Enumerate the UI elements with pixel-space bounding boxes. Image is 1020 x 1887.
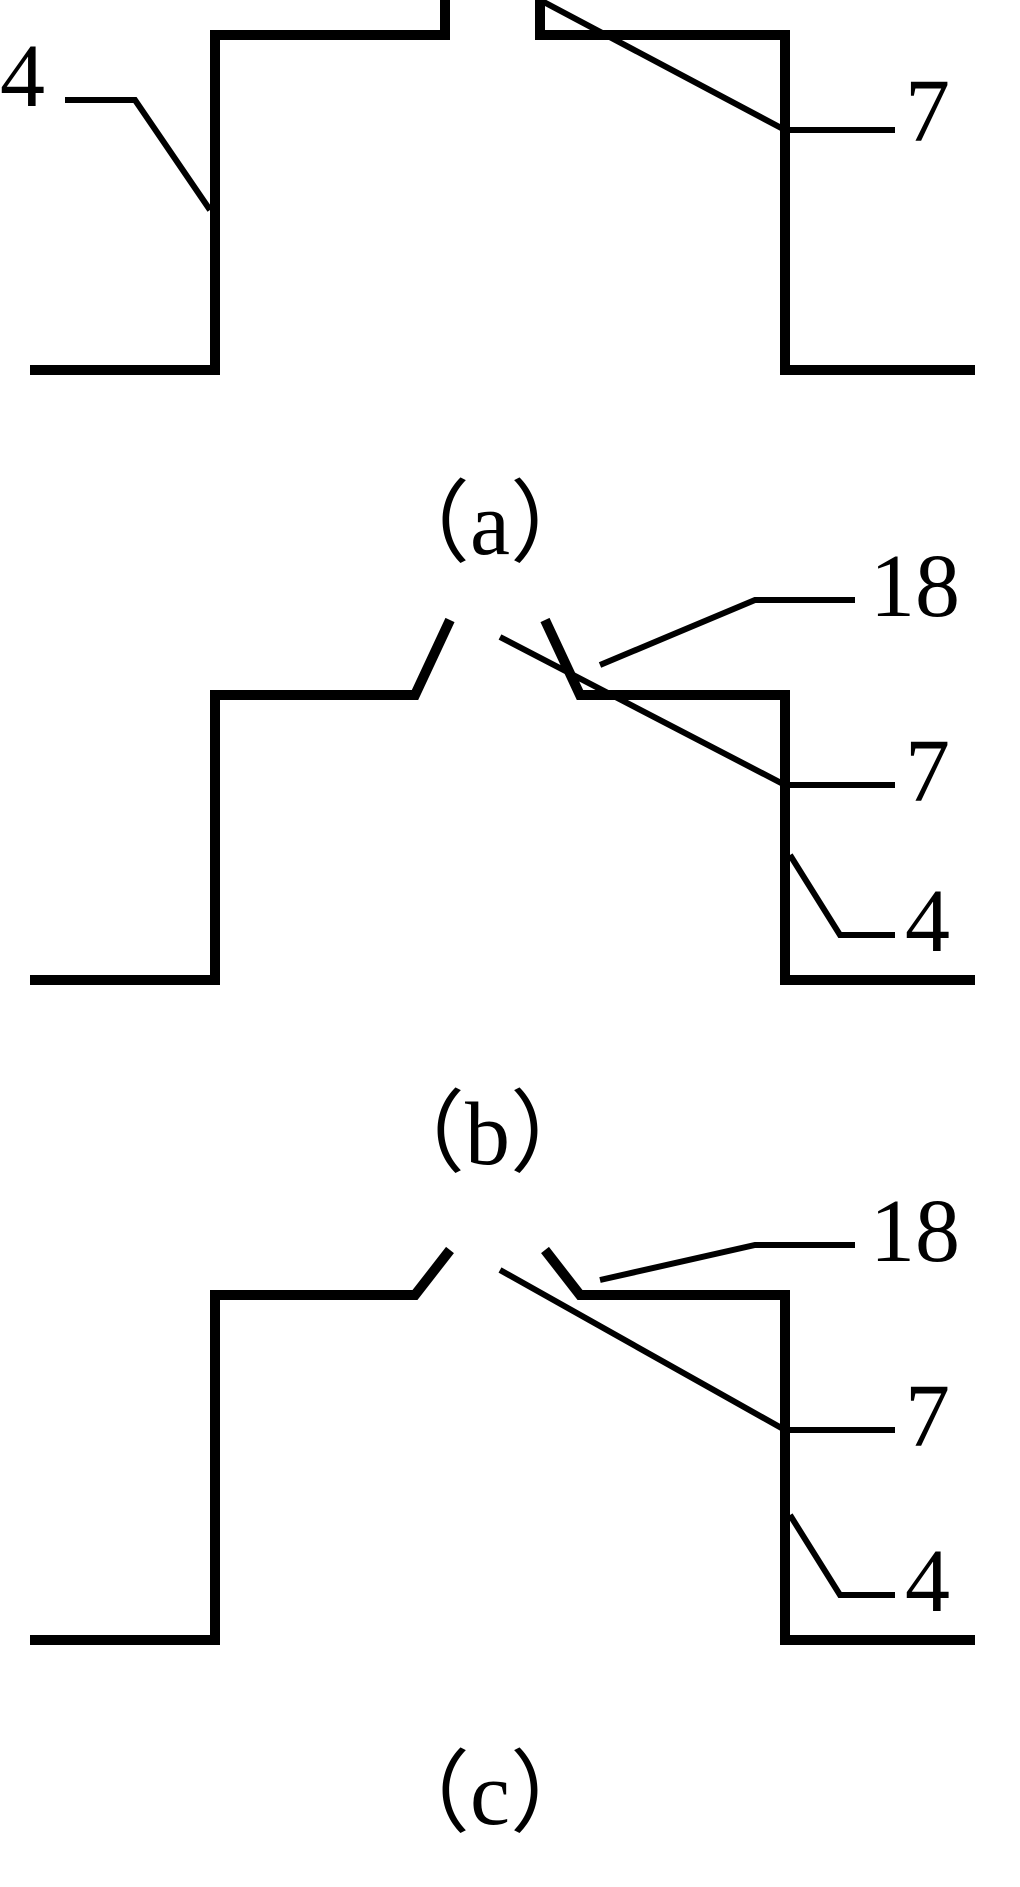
panel-label-c: （c） xyxy=(380,1720,600,1850)
leader-b-18 xyxy=(600,600,855,665)
leader-b-4 xyxy=(790,855,895,935)
callout-label-c-4: 4 xyxy=(905,1530,950,1633)
callout-label-a-4: 4 xyxy=(0,25,45,128)
leader-a-7 xyxy=(540,0,895,130)
leader-a-4 xyxy=(65,100,210,210)
panel-label-a: （a） xyxy=(380,450,600,580)
figure-root: 4 7 （a） 18 7 4 （b） 18 7 4 （c） xyxy=(0,0,1020,1887)
callout-label-c-18: 18 xyxy=(870,1180,960,1283)
callout-label-a-7: 7 xyxy=(905,60,950,163)
figure-svg xyxy=(0,0,1020,1887)
panel-label-b: （b） xyxy=(375,1060,600,1190)
callout-label-c-7: 7 xyxy=(905,1365,950,1468)
callout-label-b-18: 18 xyxy=(870,535,960,638)
panel-a-outline xyxy=(30,0,975,370)
callout-label-b-4: 4 xyxy=(905,870,950,973)
leader-c-4 xyxy=(790,1515,895,1595)
leader-c-18 xyxy=(600,1245,855,1280)
callout-label-b-7: 7 xyxy=(905,720,950,823)
